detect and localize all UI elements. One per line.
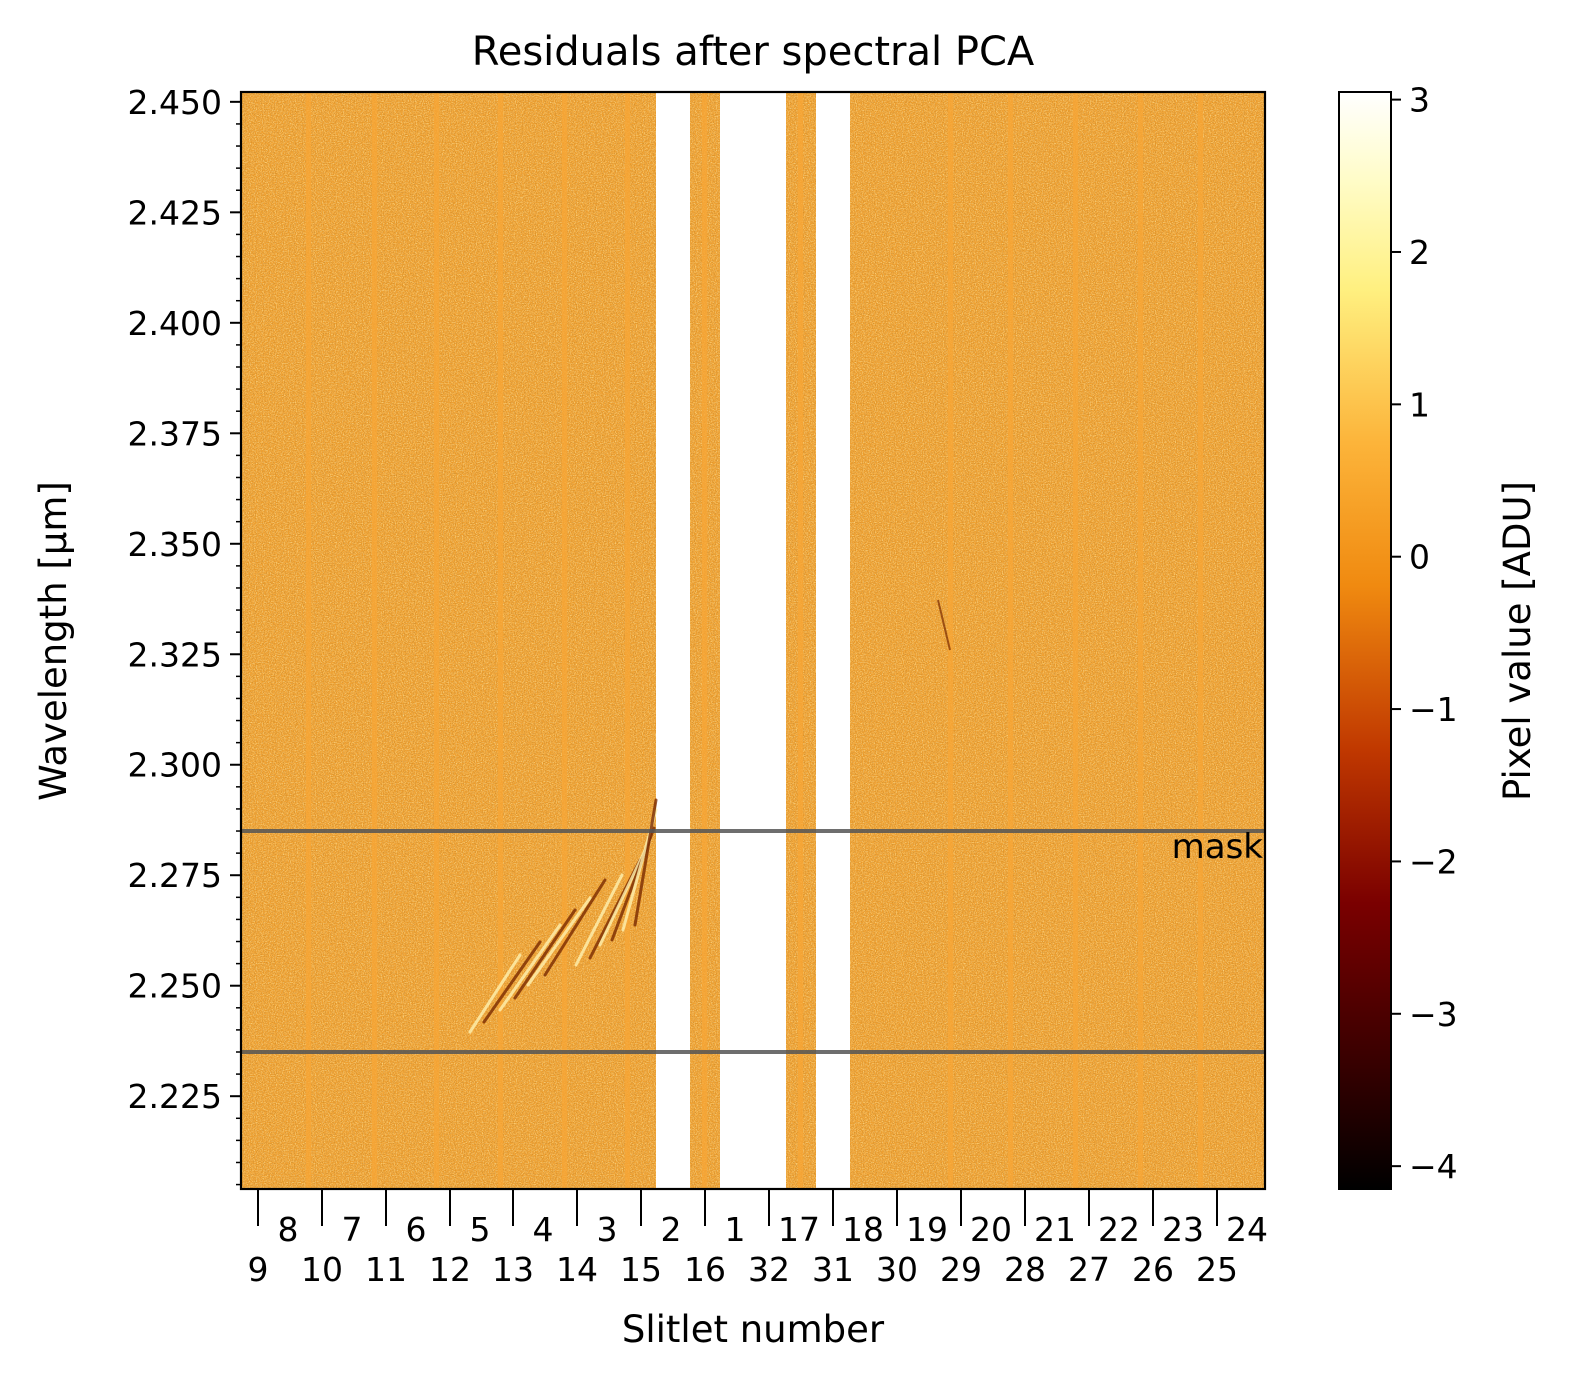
slitlet-boundary — [625, 93, 630, 1189]
x-tick-label-bottom: 28 — [1004, 1250, 1046, 1289]
x-tick-label-top: 22 — [1098, 1210, 1140, 1249]
x-tick-label-bottom: 31 — [812, 1250, 854, 1289]
x-tick-label-top: 23 — [1162, 1210, 1204, 1249]
colorbar-ticks: −4 −3 −2 −1 0 1 2 3 — [1391, 81, 1458, 1186]
colorbar-tick-label: −4 — [1409, 1147, 1458, 1186]
x-tick-label-top: 3 — [597, 1210, 618, 1249]
x-tick-label-top: 4 — [533, 1210, 554, 1249]
x-tick-label-top: 24 — [1226, 1210, 1268, 1249]
y-tick-label: 2.450 — [128, 83, 222, 122]
y-tick-label: 2.425 — [128, 193, 222, 232]
mask-region — [241, 829, 1265, 1054]
colorbar-tick-label: 3 — [1409, 81, 1430, 120]
colorbar-label: Pixel value [ADU] — [1496, 481, 1539, 801]
x-tick-label-top: 7 — [342, 1210, 363, 1249]
heatmap-area — [242, 93, 1265, 1189]
y-tick-label: 2.350 — [128, 525, 222, 564]
slitlet-boundary — [1073, 93, 1078, 1189]
y-axis-ticks: 2.225 2.250 2.275 2.300 2.325 2.350 2.375 2.400… — [128, 83, 242, 1186]
slitlet-boundary — [306, 93, 311, 1189]
y-tick-label: 2.300 — [128, 746, 222, 785]
y-axis-label: Wavelength [μm] — [32, 481, 75, 801]
y-tick-label: 2.225 — [128, 1077, 222, 1116]
y-tick-label: 2.400 — [128, 304, 222, 343]
x-tick-label-bottom: 32 — [748, 1250, 790, 1289]
slitlet-boundary — [1008, 93, 1013, 1189]
x-tick-label-bottom: 9 — [248, 1250, 269, 1289]
residual-streak — [468, 953, 522, 1034]
y-tick-label: 2.250 — [128, 967, 222, 1006]
x-tick-label-bottom: 30 — [876, 1250, 918, 1289]
x-tick-label-top: 17 — [778, 1210, 820, 1249]
x-axis-ticks: 8 7 6 5 4 3 2 1 17 18 19 20 21 22 23 249 10 11 12 13 14 15 16 3… — [248, 1189, 1268, 1289]
x-tick-label-top: 2 — [661, 1210, 682, 1249]
x-tick-label-top: 1 — [725, 1210, 746, 1249]
x-tick-label-bottom: 10 — [301, 1250, 343, 1289]
y-tick-label: 2.375 — [128, 414, 222, 453]
slitlet-boundary — [798, 93, 803, 1189]
x-tick-label-top: 5 — [470, 1210, 491, 1249]
residual-streak — [937, 599, 951, 651]
x-tick-label-top: 20 — [970, 1210, 1012, 1249]
chart-title: Residuals after spectral PCA — [472, 29, 1035, 75]
x-tick-label-bottom: 27 — [1068, 1250, 1110, 1289]
x-axis-label: Slitlet number — [622, 1308, 885, 1351]
residual-streak — [513, 908, 577, 1000]
colorbar-tick-label: −3 — [1409, 995, 1458, 1034]
slitlet-boundary — [948, 93, 953, 1189]
x-tick-label-bottom: 15 — [620, 1250, 662, 1289]
colorbar-tick-label: 1 — [1409, 385, 1430, 424]
slitlet-boundary — [498, 93, 503, 1189]
slitlet-boundary — [1138, 93, 1143, 1189]
masked-column — [816, 93, 850, 1189]
masked-column — [656, 93, 690, 1189]
slitlet-boundaries — [306, 93, 1203, 1189]
x-tick-label-bottom: 16 — [684, 1250, 726, 1289]
x-tick-label-top: 21 — [1034, 1210, 1076, 1249]
masked-columns — [656, 93, 850, 1189]
slitlet-boundary — [562, 93, 567, 1189]
x-tick-label-top: 8 — [278, 1210, 299, 1249]
x-tick-label-bottom: 14 — [556, 1250, 598, 1289]
mask-label: mask — [1172, 827, 1264, 867]
x-tick-label-bottom: 11 — [365, 1250, 407, 1289]
residual-artifacts — [468, 599, 951, 1034]
x-tick-label-bottom: 25 — [1196, 1250, 1238, 1289]
residual-streak — [498, 923, 562, 1012]
colorbar-tick-label: −2 — [1409, 842, 1458, 881]
colorbar — [1338, 91, 1392, 1190]
x-tick-label-bottom: 29 — [940, 1250, 982, 1289]
x-tick-label-top: 19 — [906, 1210, 948, 1249]
x-tick-label-bottom: 12 — [429, 1250, 471, 1289]
slitlet-boundary — [1198, 93, 1203, 1189]
slitlet-boundary — [702, 93, 707, 1189]
x-tick-label-bottom: 13 — [492, 1250, 534, 1289]
slitlet-boundary — [434, 93, 439, 1189]
masked-column — [720, 93, 786, 1189]
slitlet-boundary — [372, 93, 377, 1189]
colorbar-tick-label: 0 — [1409, 538, 1430, 577]
colorbar-tick-label: −1 — [1409, 690, 1458, 729]
residual-streak — [574, 873, 624, 967]
x-tick-label-top: 6 — [406, 1210, 427, 1249]
y-tick-label: 2.325 — [128, 635, 222, 674]
residual-streak — [633, 798, 658, 927]
residual-streak — [543, 878, 607, 977]
y-tick-label: 2.275 — [128, 856, 222, 895]
residual-streak — [482, 940, 542, 1024]
residual-streak — [526, 896, 592, 987]
plot-frame — [239, 90, 1267, 1191]
x-tick-label-bottom: 26 — [1132, 1250, 1174, 1289]
colorbar-tick-label: 2 — [1409, 233, 1430, 272]
x-tick-label-top: 18 — [842, 1210, 884, 1249]
